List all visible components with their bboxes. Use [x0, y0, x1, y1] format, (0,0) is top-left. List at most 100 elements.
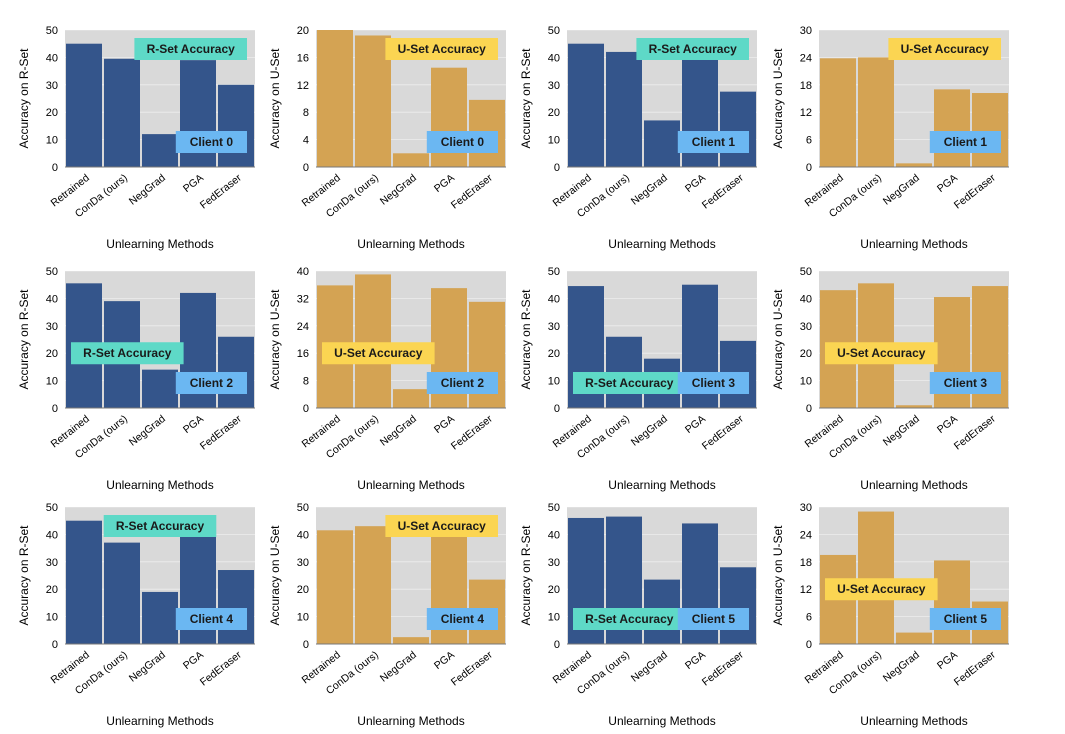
client-badge-bg [426, 131, 498, 153]
x-tick-label: FedEraser [700, 172, 746, 212]
set-accuracy-badge-label: U-Set Accuracy [398, 42, 487, 56]
chart-panel: 0 10 20 30 40 50 Retrained ConDa (ours) NegGrad P… [762, 263, 1012, 498]
set-accuracy-badge: R-Set Accuracy [71, 342, 184, 365]
bar [858, 511, 894, 644]
set-accuracy-badge-label: R-Set Accuracy [585, 612, 674, 626]
x-tick-label: NegGrad [378, 413, 419, 449]
bar [606, 51, 642, 167]
y-tick-label: 0 [303, 639, 309, 651]
x-axis-title: Unlearning Methods [106, 237, 213, 251]
bar [858, 57, 894, 167]
y-axis-title: Accuracy on R-Set [17, 289, 31, 390]
x-tick-label: FedEraser [952, 172, 998, 212]
chart-panel: 0 10 20 30 40 50 Retrained ConDa (ours) NegGrad P… [510, 22, 760, 257]
x-axis-title: Unlearning Methods [860, 478, 967, 492]
x-tick-label: FedEraser [449, 413, 495, 453]
bar [972, 93, 1008, 167]
y-tick-label: 30 [800, 502, 812, 514]
y-tick-label: 30 [548, 557, 560, 569]
y-tick-label: 10 [548, 376, 560, 388]
x-tick-label: PGA [935, 172, 960, 195]
set-accuracy-badge: R-Set Accuracy [134, 38, 247, 60]
bar [934, 89, 970, 167]
x-tick-label: NegGrad [629, 649, 670, 685]
x-tick-label: PGA [683, 649, 708, 672]
y-tick-label: 0 [554, 639, 560, 651]
set-accuracy-badge-bg [71, 342, 184, 365]
y-tick-label: 10 [46, 135, 58, 147]
x-tick-label: FedEraser [449, 649, 495, 689]
set-accuracy-badge-label: R-Set Accuracy [649, 42, 738, 56]
x-tick-label: NegGrad [127, 649, 168, 685]
y-axis-title: Accuracy on U-Set [268, 289, 282, 390]
y-tick-label: 30 [297, 557, 309, 569]
x-tick-label: FedEraser [198, 413, 244, 453]
x-tick-label: PGA [935, 649, 960, 672]
client-badge-bg [677, 131, 749, 153]
bar [66, 520, 102, 644]
client-badge-label: Client 1 [944, 135, 988, 149]
chart-panel: 0 4 8 12 16 20 Retrained ConDa (ours) NegGrad PGA… [259, 22, 509, 257]
client-badge-bg [175, 608, 247, 630]
bar [896, 632, 932, 644]
y-tick-label: 10 [297, 612, 309, 624]
y-tick-label: 50 [548, 502, 560, 514]
set-accuracy-badge: U-Set Accuracy [322, 342, 435, 365]
set-accuracy-badge-bg [636, 38, 749, 60]
client-badge-label: Client 4 [190, 612, 234, 626]
y-tick-label: 10 [548, 612, 560, 624]
client-badge: Client 1 [677, 131, 749, 153]
y-tick-label: 0 [806, 162, 812, 174]
client-badge: Client 4 [175, 608, 247, 630]
set-accuracy-badge-bg [385, 515, 498, 537]
bar [896, 405, 932, 408]
y-tick-label: 30 [46, 321, 58, 333]
x-tick-label: FedEraser [198, 649, 244, 689]
y-tick-label: 30 [800, 321, 812, 333]
bar [393, 153, 429, 167]
set-accuracy-badge-label: R-Set Accuracy [83, 346, 172, 360]
y-tick-label: 50 [46, 25, 58, 37]
chart-panel: 0 10 20 30 40 50 Retrained ConDa (ours) NegGrad P… [510, 499, 760, 734]
x-tick-label: NegGrad [881, 649, 922, 685]
x-tick-label: PGA [683, 172, 708, 195]
set-accuracy-badge: R-Set Accuracy [636, 38, 749, 60]
client-badge-label: Client 2 [441, 376, 485, 390]
set-accuracy-badge: U-Set Accuracy [825, 342, 938, 365]
y-tick-label: 40 [46, 52, 58, 64]
client-badge-bg [929, 608, 1001, 630]
y-tick-label: 18 [800, 80, 812, 92]
bar [720, 567, 756, 644]
client-badge-label: Client 4 [441, 612, 485, 626]
set-accuracy-badge: U-Set Accuracy [385, 515, 498, 537]
client-badge-label: Client 0 [441, 135, 485, 149]
bar [644, 120, 680, 167]
x-axis-title: Unlearning Methods [608, 237, 715, 251]
chart-panel: 0 10 20 30 40 50 Retrained ConDa (ours) NegGrad P… [259, 499, 509, 734]
set-accuracy-badge-bg [103, 515, 217, 537]
y-tick-label: 0 [52, 162, 58, 174]
client-badge: Client 4 [426, 608, 498, 630]
y-tick-label: 0 [554, 162, 560, 174]
client-badge: Client 3 [677, 372, 749, 394]
y-tick-label: 12 [297, 80, 309, 92]
client-badge: Client 3 [929, 372, 1001, 394]
set-accuracy-badge: R-Set Accuracy [573, 608, 686, 630]
client-badge-label: Client 3 [944, 376, 988, 390]
y-tick-label: 30 [548, 80, 560, 92]
set-accuracy-badge-label: U-Set Accuracy [837, 346, 926, 360]
bar [142, 591, 178, 644]
x-axis-title: Unlearning Methods [357, 237, 464, 251]
y-axis-title: Accuracy on R-Set [17, 525, 31, 626]
y-tick-label: 24 [800, 529, 812, 541]
set-accuracy-badge: U-Set Accuracy [825, 578, 938, 601]
y-axis-title: Accuracy on U-Set [771, 289, 785, 390]
client-badge-label: Client 5 [944, 612, 988, 626]
bar [896, 163, 932, 167]
